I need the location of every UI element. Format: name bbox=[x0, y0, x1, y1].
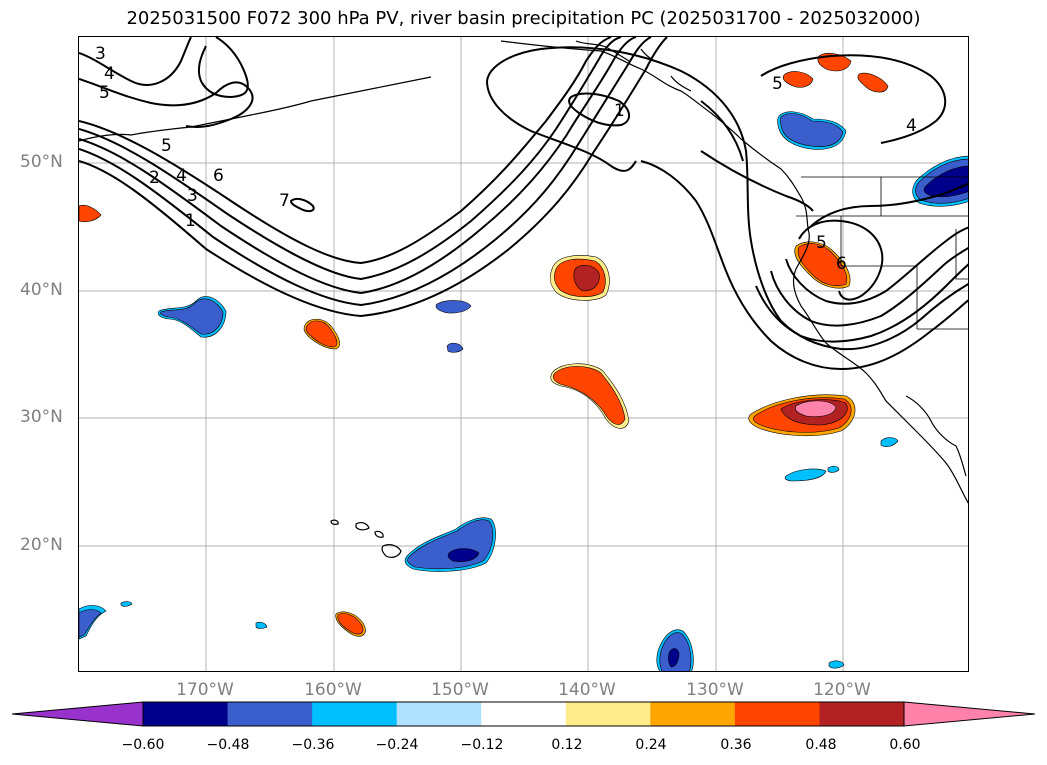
pv-contour bbox=[568, 92, 630, 127]
colorbar-segment bbox=[650, 702, 736, 726]
pv-contour bbox=[79, 37, 192, 86]
pv-contour bbox=[700, 150, 814, 212]
pv-contour bbox=[770, 246, 968, 327]
contour-label: 6 bbox=[213, 166, 224, 186]
colorbar-segment bbox=[481, 702, 567, 726]
pv-contour bbox=[785, 226, 968, 305]
contour-label: 4 bbox=[176, 166, 187, 186]
pv-contour bbox=[197, 37, 249, 99]
contour-label: 3 bbox=[95, 44, 106, 64]
pv-contour bbox=[79, 37, 622, 281]
coastlines bbox=[79, 40, 968, 558]
colorbar-segment bbox=[819, 702, 905, 726]
lon-label-130w: 130°W bbox=[686, 680, 744, 700]
pv-contour bbox=[798, 219, 884, 301]
contour-label: 4 bbox=[104, 64, 115, 84]
map-panel: 3 4 5 5 2 4 3 1 6 7 1 5 4 5 6 bbox=[78, 36, 969, 672]
contour-labels: 3 4 5 5 2 4 3 1 6 7 1 5 4 5 6 bbox=[95, 44, 917, 274]
colorbar-extend-high bbox=[903, 701, 1036, 727]
pv-contour bbox=[79, 78, 254, 129]
precip-anomaly-fill bbox=[79, 52, 968, 671]
lat-label-40n: 40°N bbox=[20, 280, 63, 300]
colorbar-segment bbox=[227, 702, 313, 726]
pv-contour bbox=[760, 54, 947, 144]
contour-label: 5 bbox=[816, 233, 827, 253]
contour-label: 1 bbox=[614, 101, 625, 121]
colorbar-extend-low bbox=[11, 701, 144, 727]
pv-contour bbox=[640, 160, 968, 371]
pv-contours bbox=[79, 37, 968, 371]
colorbar-tick-label: −0.24 bbox=[375, 737, 419, 753]
contour-label: 7 bbox=[279, 191, 290, 211]
colorbar-tick-label: 0.48 bbox=[805, 737, 837, 753]
pv-contour bbox=[79, 37, 652, 307]
pv-contour bbox=[79, 37, 612, 265]
lon-label-170w: 170°W bbox=[176, 680, 234, 700]
aleutian-coastline bbox=[79, 76, 432, 142]
contour-label: 5 bbox=[161, 136, 172, 156]
contour-label: 1 bbox=[185, 211, 196, 231]
contour-label: 6 bbox=[836, 254, 847, 274]
colorbar-frame bbox=[142, 701, 905, 727]
hawaii-islands bbox=[330, 519, 402, 558]
colorbar-tick-label: −0.12 bbox=[460, 737, 504, 753]
contour-label: 2 bbox=[149, 168, 160, 188]
contour-label: 5 bbox=[772, 74, 783, 94]
colorbar-tick-label: −0.48 bbox=[206, 737, 250, 753]
pv-contour bbox=[700, 100, 744, 162]
pv-contour bbox=[755, 263, 968, 343]
lon-label-160w: 160°W bbox=[304, 680, 362, 700]
lat-label-20n: 20°N bbox=[20, 535, 63, 555]
contour-label: 5 bbox=[99, 83, 110, 103]
lat-label-30n: 30°N bbox=[20, 407, 63, 427]
lat-label-50n: 50°N bbox=[20, 152, 63, 172]
contour-label: 3 bbox=[187, 186, 198, 206]
map-title: 2025031500 F072 300 hPa PV, river basin … bbox=[126, 8, 921, 29]
colorbar-segment bbox=[565, 702, 651, 726]
colorbar bbox=[11, 701, 1036, 727]
colorbar-segment bbox=[734, 702, 820, 726]
colorbar-segment bbox=[312, 702, 398, 726]
state-borders bbox=[796, 176, 968, 330]
colorbar-tick-label: 0.24 bbox=[635, 737, 667, 753]
colorbar-tick-label: 0.60 bbox=[889, 737, 921, 753]
pv-contour bbox=[810, 182, 968, 227]
pv-contour bbox=[79, 37, 668, 318]
lon-label-150w: 150°W bbox=[431, 680, 489, 700]
pv-contour bbox=[79, 37, 637, 295]
colorbar-tick-label: −0.60 bbox=[121, 737, 165, 753]
colorbar-segment bbox=[143, 702, 229, 726]
lon-label-140w: 140°W bbox=[558, 680, 616, 700]
north-america-coastline bbox=[500, 40, 968, 504]
map-canvas: 3 4 5 5 2 4 3 1 6 7 1 5 4 5 6 bbox=[79, 37, 968, 671]
colorbar-tick-label: −0.36 bbox=[291, 737, 335, 753]
colorbar-segment bbox=[396, 702, 482, 726]
pv-contour bbox=[486, 46, 968, 351]
contour-label: 4 bbox=[906, 116, 917, 136]
pv-contour bbox=[289, 197, 315, 213]
lon-label-120w: 120°W bbox=[813, 680, 871, 700]
colorbar-tick-label: 0.36 bbox=[720, 737, 752, 753]
colorbar-tick-label: 0.12 bbox=[551, 737, 583, 753]
positive-anomaly-region bbox=[817, 52, 852, 72]
